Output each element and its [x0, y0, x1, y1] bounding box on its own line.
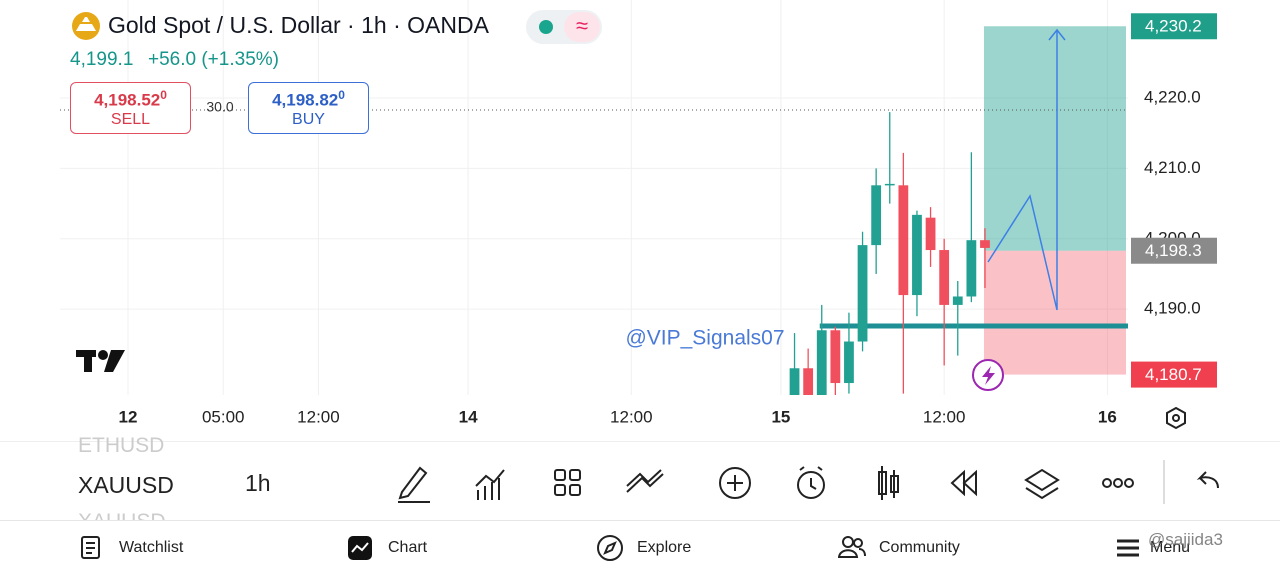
undo-tool[interactable] — [1196, 471, 1219, 489]
x-tick-label: 14 — [459, 407, 478, 426]
nav-item[interactable]: Watchlist — [119, 539, 184, 556]
plot-area — [789, 26, 1128, 395]
alert-tool[interactable] — [797, 471, 825, 499]
sell-price: 4,198.52 — [94, 90, 161, 110]
indicators-tool[interactable] — [475, 469, 505, 500]
candle-body — [980, 240, 990, 248]
x-tick-label: 15 — [771, 407, 790, 426]
y-tick-label: 4,220.0 — [1144, 88, 1201, 107]
candle-body — [884, 183, 895, 186]
nav-item[interactable]: Chart — [388, 539, 428, 556]
price-tag — [1131, 237, 1217, 264]
buy-label: BUY — [292, 110, 325, 128]
credit: @sajiida3 — [1148, 530, 1223, 549]
candle-body — [952, 296, 963, 305]
candle-body — [803, 368, 814, 395]
nav-item[interactable]: Explore — [637, 539, 692, 556]
buy-sup: 0 — [338, 88, 345, 102]
tool-icons — [398, 460, 1219, 504]
layout-tool[interactable] — [554, 469, 566, 481]
market-open — [539, 20, 553, 34]
x-tick-label: 12:00 — [297, 407, 340, 426]
interval[interactable]: 1h — [245, 470, 271, 496]
delay-pill — [564, 12, 600, 42]
last-price: 4,199.1 — [70, 49, 133, 70]
candle-body — [844, 341, 854, 384]
x-tick-label: 12:00 — [923, 407, 966, 426]
more-tool[interactable] — [1102, 478, 1112, 488]
price-tag-label: 4,180.7 — [1145, 365, 1202, 384]
stop-zone — [983, 250, 1126, 375]
y-tick-label: 4,210.0 — [1144, 158, 1201, 177]
candle-body — [871, 185, 882, 246]
sell-label: SELL — [110, 110, 151, 128]
title: Gold Spot / U.S. Dollar · 1h · OANDA — [108, 12, 490, 38]
projection-arrow — [1048, 28, 1066, 41]
candle-body — [789, 368, 800, 395]
candle-body — [966, 240, 977, 297]
watermark: @VIP_Signals07 — [625, 327, 784, 350]
tv-logo — [76, 350, 125, 372]
x-tick-label: 12:00 — [610, 407, 653, 426]
projection-path — [987, 30, 1058, 311]
menu-icon[interactable] — [1116, 538, 1140, 558]
x-tick-label: 05:00 — [202, 407, 245, 426]
settings-dot — [1172, 414, 1180, 422]
candle-body — [857, 245, 868, 342]
candle-body — [925, 217, 936, 251]
chart-icon[interactable] — [347, 535, 373, 561]
x-tick-label: 12 — [119, 407, 138, 426]
community-icon[interactable] — [838, 535, 866, 559]
nav-item[interactable]: Menu — [1150, 539, 1191, 556]
candle-body — [816, 330, 827, 395]
explore-icon[interactable] — [596, 534, 624, 562]
y-tick-label: 4,190.0 — [1144, 299, 1201, 318]
price-tag-label: 4,230.2 — [1145, 17, 1202, 36]
compare-tool[interactable] — [626, 469, 664, 493]
price-tag — [1131, 361, 1217, 388]
price-tag-label: 4,198.3 — [1145, 241, 1202, 260]
price-change: +56.0 (+1.35%) — [148, 49, 279, 70]
gold-bars — [76, 17, 96, 31]
layers-tool[interactable] — [1024, 468, 1060, 500]
watchlist-icon[interactable] — [80, 535, 102, 561]
buy-button[interactable]: 4,198.820 BUY — [248, 82, 369, 134]
draw-tool[interactable] — [398, 466, 430, 503]
candle-body — [939, 250, 950, 305]
candle-body — [912, 214, 922, 296]
chart: @VIP_Signals07 Gold Spot / U.S. Dollar ·… — [60, 0, 1217, 430]
delay-icon: ≈ — [576, 13, 588, 38]
symbol-prev[interactable]: ETHUSD — [78, 434, 165, 457]
bolt — [982, 366, 995, 385]
add-tool[interactable] — [719, 467, 751, 499]
sell-sup: 0 — [160, 88, 167, 102]
candle-body — [898, 185, 909, 296]
symbol-current[interactable]: XAUUSD — [78, 472, 174, 498]
x-tick-label: 16 — [1098, 407, 1117, 426]
symbol-next[interactable]: XAUUSD — [78, 510, 166, 520]
buy-price: 4,198.82 — [272, 90, 339, 110]
target-zone — [983, 26, 1126, 251]
sell-button[interactable]: 4,198.520 SELL — [70, 82, 191, 134]
grid — [60, 0, 1128, 395]
toolbar: ETHUSD XAUUSD XAUUSD 1h — [0, 434, 1280, 521]
settings-icon[interactable] — [1166, 406, 1186, 430]
spread: 30.0 — [206, 99, 233, 115]
bottom-nav: Watchlist Chart Explore Community Menu @… — [0, 520, 1280, 576]
candle-body — [830, 330, 841, 384]
price-tag — [1131, 13, 1217, 40]
nav-item[interactable]: Community — [879, 539, 960, 556]
replay-tool[interactable] — [950, 469, 977, 497]
